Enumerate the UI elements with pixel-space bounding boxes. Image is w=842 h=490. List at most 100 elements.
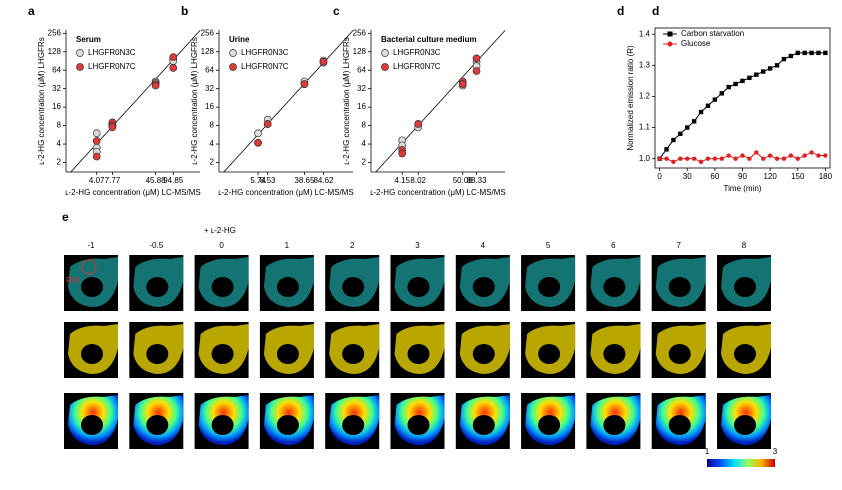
nucleus [407, 415, 430, 435]
nucleus [276, 415, 299, 435]
nucleus [538, 277, 561, 297]
colorbar-label: 1 [705, 447, 710, 456]
y-tick-label: 8 [57, 121, 62, 130]
data-point [664, 156, 669, 161]
column-label: 4 [481, 241, 486, 250]
data-point [754, 150, 759, 155]
data-point [169, 53, 178, 61]
data-point [754, 72, 759, 77]
data-point [108, 123, 117, 132]
data-point [691, 119, 697, 124]
colorbar-label: 3 [773, 447, 778, 456]
data-point [761, 156, 766, 161]
panel-label: a [28, 4, 35, 18]
nucleus [538, 415, 561, 435]
y-tick-label: 16 [52, 102, 61, 111]
panel-label: b [181, 4, 188, 18]
y-tick-label: 256 [48, 28, 62, 37]
x-tick-label: 5.74 [250, 176, 266, 185]
data-point [685, 156, 690, 161]
nucleus [276, 344, 299, 364]
legend-title: Urine [229, 35, 250, 44]
nucleus [342, 344, 365, 364]
column-label: 5 [546, 241, 551, 250]
x-axis-label: ʟ-2-HG concentration (μM) LC-MS/MS [370, 188, 505, 197]
nucleus [668, 277, 691, 297]
data-point [781, 156, 787, 161]
nucleus [146, 277, 169, 297]
data-point [705, 156, 711, 161]
x-axis-label: Time (min) [724, 184, 762, 193]
y-tick-label: 128 [353, 47, 367, 56]
nucleus [146, 344, 169, 364]
data-point [767, 66, 773, 71]
y-tick-label: 64 [52, 65, 61, 74]
data-point [816, 50, 821, 56]
legend-title: Bacterial culture medium [381, 35, 477, 44]
legend-title: Serum [76, 35, 101, 44]
roi-circle [81, 259, 97, 275]
legend-marker [76, 49, 84, 57]
data-point [254, 129, 262, 138]
x-axis-label: ʟ-2-HG concentration (μM) LC-MS/MS [218, 188, 353, 197]
data-point [472, 67, 481, 75]
y-tick-label: 16 [205, 102, 214, 111]
y-tick-label: 64 [205, 65, 214, 74]
column-label: 2 [350, 241, 355, 250]
y-tick-label: 256 [353, 28, 367, 37]
y-tick-label: 128 [48, 47, 62, 56]
y-axis-label: ʟ-2-HG concentration (μM) LHGFRs [190, 37, 199, 164]
x-tick-label: 4.15 [394, 176, 410, 185]
data-point [657, 156, 662, 161]
nucleus [342, 277, 365, 297]
nucleus [407, 344, 430, 364]
nucleus [276, 277, 299, 297]
treatment-label: + ʟ-2-HG [204, 226, 236, 235]
x-axis-label: ʟ-2-HG concentration (μM) LC-MS/MS [65, 188, 200, 197]
identity-line [70, 30, 201, 173]
x-tick-label: 120 [763, 172, 777, 181]
data-point [712, 97, 718, 102]
data-point [698, 109, 704, 115]
y-tick-label: 1.1 [639, 123, 651, 132]
y-tick-label: 1.2 [639, 92, 651, 101]
data-point [809, 150, 814, 155]
data-point [740, 153, 745, 158]
data-point [705, 103, 711, 108]
data-point [671, 137, 676, 143]
y-tick-label: 16 [357, 102, 366, 111]
x-tick-label: 30 [683, 172, 692, 181]
data-point [92, 152, 101, 161]
data-point [151, 81, 160, 90]
data-point [823, 50, 828, 56]
nucleus [734, 344, 756, 364]
y-tick-label: 1.4 [639, 29, 651, 38]
data-point [712, 156, 718, 161]
legend-label: Glucose [681, 39, 711, 48]
x-tick-label: 60 [710, 172, 719, 181]
y-tick-label: 32 [357, 84, 366, 93]
nucleus [146, 415, 169, 435]
data-point [795, 156, 800, 161]
y-tick-label: 2 [57, 158, 62, 167]
panel-label: d [652, 4, 659, 18]
data-point [92, 129, 101, 138]
x-tick-label: 38.65 [294, 176, 315, 185]
legend-marker [229, 63, 237, 71]
legend-marker [381, 63, 389, 71]
nucleus [211, 415, 234, 435]
nucleus [81, 415, 103, 435]
y-tick-label: 4 [57, 139, 62, 148]
data-point [774, 63, 780, 68]
x-tick-label: 90 [738, 172, 747, 181]
nucleus [603, 415, 626, 435]
data-point [698, 159, 704, 164]
column-label: 1 [285, 241, 290, 250]
data-point [733, 81, 738, 87]
legend-marker [667, 31, 673, 37]
panel-label: c [333, 4, 340, 18]
data-point [92, 137, 101, 145]
data-point [802, 50, 807, 56]
data-point [398, 149, 407, 158]
